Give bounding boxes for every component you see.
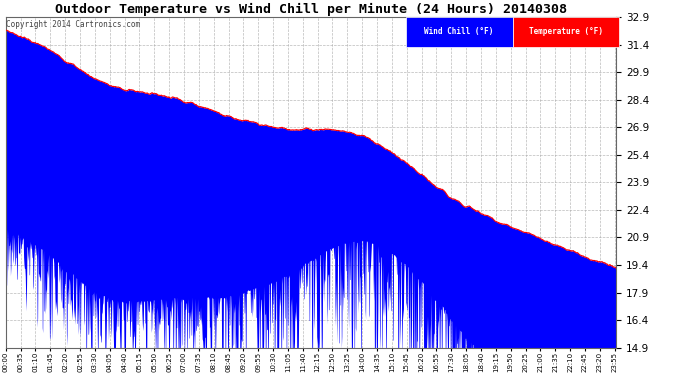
FancyBboxPatch shape	[406, 17, 513, 47]
FancyBboxPatch shape	[513, 17, 620, 47]
Text: Wind Chill (°F): Wind Chill (°F)	[424, 27, 494, 36]
Title: Outdoor Temperature vs Wind Chill per Minute (24 Hours) 20140308: Outdoor Temperature vs Wind Chill per Mi…	[55, 3, 567, 16]
Text: Copyright 2014 Cartronics.com: Copyright 2014 Cartronics.com	[6, 20, 141, 29]
Text: Temperature (°F): Temperature (°F)	[529, 27, 603, 36]
